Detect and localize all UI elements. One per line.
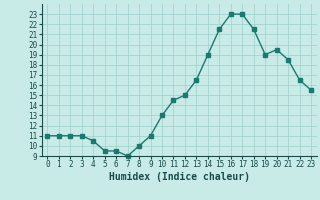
X-axis label: Humidex (Indice chaleur): Humidex (Indice chaleur) [109,172,250,182]
